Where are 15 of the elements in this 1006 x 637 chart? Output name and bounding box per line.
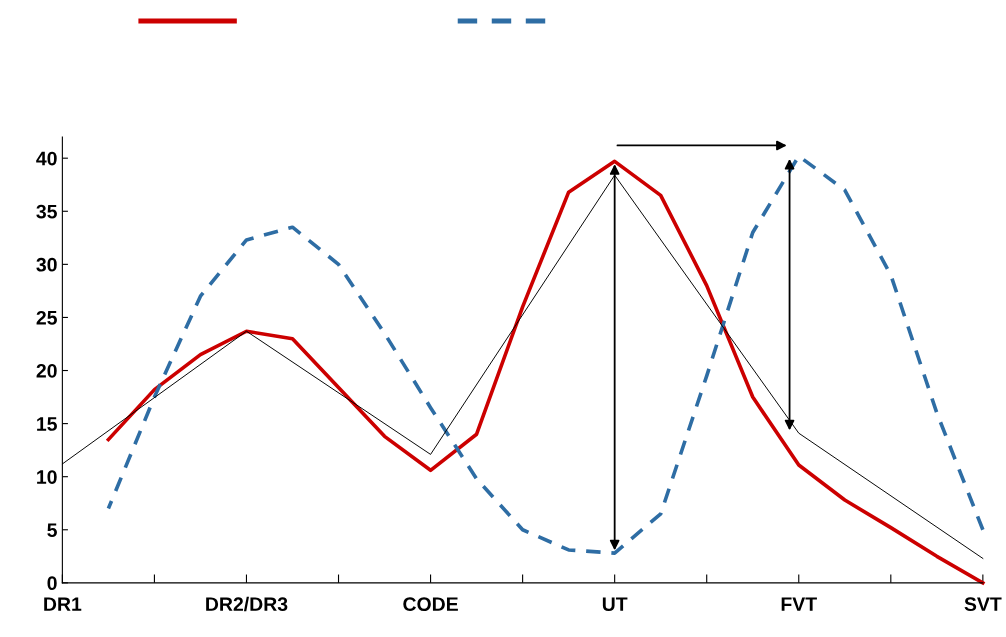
x-tick-label: DR1 — [44, 597, 82, 611]
y-tick-label: 35 — [36, 204, 57, 219]
y-tick-label: 10 — [37, 470, 57, 484]
y-tick-label: 30 — [36, 257, 57, 272]
x-tick-label: UT — [602, 597, 628, 612]
x-tick-label: DR2/DR3 — [206, 596, 288, 612]
y-tick-label: 5 — [47, 523, 57, 538]
x-tick-label: SVT — [964, 597, 1002, 612]
y-tick-label: 15 — [37, 417, 57, 431]
y-tick-label: 25 — [36, 310, 57, 325]
y-tick-label: 40 — [36, 151, 57, 166]
y-tick-label: 20 — [36, 363, 57, 378]
x-tick-label: CODE — [403, 597, 458, 612]
y-tick-label: 0 — [47, 576, 57, 591]
x-tick-label: FVT — [781, 597, 817, 611]
